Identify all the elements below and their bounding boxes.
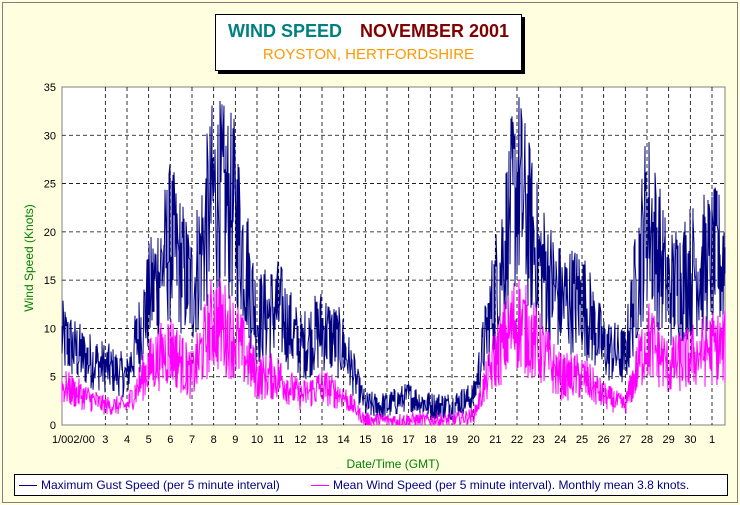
x-tick-label: 17: [403, 434, 415, 446]
x-tick-label: 27: [619, 434, 631, 446]
y-tick-label: 25: [44, 179, 56, 191]
x-tick-label: 23: [533, 434, 545, 446]
x-tick-label: 20: [468, 434, 480, 446]
x-tick-label: 1: [709, 434, 715, 446]
y-tick-label: 5: [50, 372, 56, 384]
x-tick-label: 14: [338, 434, 350, 446]
y-tick-label: 30: [44, 130, 56, 142]
y-tick-label: 0: [50, 420, 56, 432]
x-tick-label: 19: [446, 434, 458, 446]
legend-swatch-gust: [19, 485, 37, 487]
y-tick-label: 10: [44, 323, 56, 335]
x-tick-label: 4: [124, 434, 130, 446]
x-tick-label: 18: [424, 434, 436, 446]
x-tick-label: 8: [211, 434, 217, 446]
x-tick-label: 9: [232, 434, 238, 446]
series-line-max-gust: [61, 97, 726, 421]
x-tick-label: 11: [273, 434, 284, 446]
chart-title-box: WIND SPEED NOVEMBER 2001 ROYSTON, HERTFOR…: [215, 14, 522, 71]
x-tick-label: 13: [316, 434, 328, 446]
x-tick-label: 16: [381, 434, 393, 446]
x-tick-label: 10: [251, 434, 263, 446]
x-tick-label: 29: [663, 434, 675, 446]
title-wind-speed: WIND SPEED: [227, 21, 342, 41]
x-tick-label: 1/002/00: [52, 434, 95, 446]
legend-item-gust: Maximum Gust Speed (per 5 minute interva…: [19, 478, 280, 492]
x-tick-label: 21: [489, 434, 501, 446]
legend-swatch-mean: [311, 485, 329, 487]
y-tick-label: 20: [44, 227, 56, 239]
legend-label-gust: Maximum Gust Speed (per 5 minute interva…: [41, 478, 280, 492]
x-tick-label: 3: [102, 434, 108, 446]
x-tick-label: 5: [146, 434, 152, 446]
x-axis-label: Date/Time (GMT): [347, 457, 440, 471]
series-line-mean-wind: [61, 277, 726, 427]
x-tick-label: 15: [359, 434, 371, 446]
y-tick-label: 35: [44, 82, 56, 94]
x-tick-label: 6: [167, 434, 173, 446]
y-axis-label: Wind Speed (Knots): [22, 204, 36, 311]
chart-subtitle: ROYSTON, HERTFORDSHIRE: [262, 46, 475, 63]
x-tick-label: 12: [294, 434, 306, 446]
x-tick-label: 25: [576, 434, 588, 446]
legend: Maximum Gust Speed (per 5 minute interva…: [14, 474, 728, 496]
legend-item-mean: Mean Wind Speed (per 5 minute interval).…: [311, 478, 689, 492]
x-tick-label: 28: [641, 434, 653, 446]
title-month: NOVEMBER 2001: [359, 21, 510, 41]
x-tick-label: 24: [554, 434, 566, 446]
y-tick-label: 15: [44, 275, 56, 287]
x-tick-label: 26: [598, 434, 610, 446]
x-tick-label: 7: [189, 434, 195, 446]
legend-label-mean: Mean Wind Speed (per 5 minute interval).…: [333, 478, 690, 492]
chart-title: WIND SPEED NOVEMBER 2001: [216, 21, 521, 42]
x-tick-label: 30: [684, 434, 696, 446]
x-tick-label: 22: [511, 434, 523, 446]
